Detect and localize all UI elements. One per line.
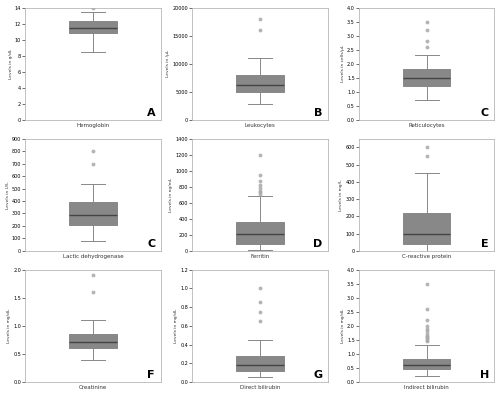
X-axis label: Reticulocytes: Reticulocytes [408,123,445,128]
X-axis label: Indirect bilirubin: Indirect bilirubin [404,385,449,390]
Text: F: F [148,370,155,380]
X-axis label: Hemoglobin: Hemoglobin [76,123,110,128]
Y-axis label: Levels in mg/dL: Levels in mg/dL [341,308,345,343]
PathPatch shape [236,75,284,92]
Y-axis label: Levels in ng/mL: Levels in ng/mL [170,178,173,212]
X-axis label: Lactic dehydrogenase: Lactic dehydrogenase [62,254,123,259]
X-axis label: Creatinine: Creatinine [79,385,107,390]
Y-axis label: Levels in U/L: Levels in U/L [6,181,10,209]
PathPatch shape [69,202,116,225]
X-axis label: Ferritin: Ferritin [250,254,270,259]
PathPatch shape [403,213,450,244]
Y-axis label: Levels in cells/μL: Levels in cells/μL [341,45,345,82]
PathPatch shape [403,359,450,369]
X-axis label: Leukocytes: Leukocytes [244,123,275,128]
Y-axis label: Levels in /μL: Levels in /μL [166,50,170,77]
PathPatch shape [236,222,284,244]
Text: G: G [314,370,322,380]
PathPatch shape [236,356,284,371]
Y-axis label: Levels in g/dL: Levels in g/dL [8,49,12,79]
Y-axis label: Levels in mg/dL: Levels in mg/dL [174,308,178,343]
Y-axis label: Levels in mg/L: Levels in mg/L [340,179,344,211]
X-axis label: C-reactive protein: C-reactive protein [402,254,452,259]
Text: C: C [481,108,489,118]
PathPatch shape [69,334,116,348]
Text: B: B [314,108,322,118]
X-axis label: Direct bilirubin: Direct bilirubin [240,385,280,390]
Text: C: C [147,239,155,249]
Text: A: A [147,108,156,118]
Y-axis label: Levels in mg/dL: Levels in mg/dL [7,308,11,343]
Text: H: H [480,370,490,380]
Text: E: E [481,239,489,249]
PathPatch shape [403,69,450,86]
PathPatch shape [69,21,116,33]
Text: D: D [314,239,322,249]
